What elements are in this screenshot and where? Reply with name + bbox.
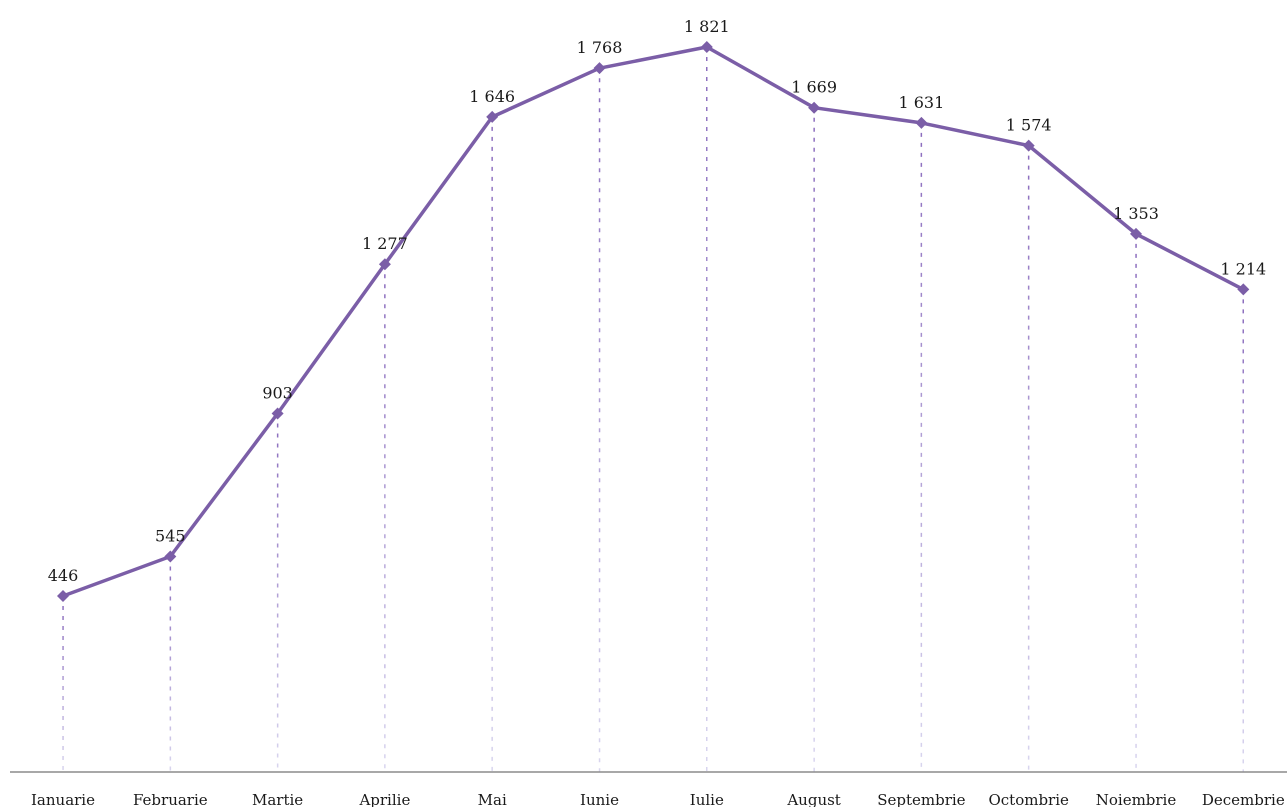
x-tick-label: August <box>786 791 840 807</box>
drop-line <box>1243 289 1245 772</box>
data-point-marker <box>594 62 606 74</box>
data-label: 1 277 <box>362 234 408 253</box>
x-tick-labels: Ianuarie Februarie Martie Aprilie Mai Iunie Iu… <box>31 791 1285 807</box>
x-tick-label: Mai <box>478 791 507 807</box>
x-tick-label: Ianuarie <box>31 791 95 807</box>
series-line <box>63 47 1243 596</box>
x-tick-label: Aprilie <box>358 791 410 807</box>
data-point-marker <box>1237 283 1249 295</box>
data-labels: 446 545 903 1 277 1 646 1 768 1 821 1 669 1 631 1… <box>48 17 1266 585</box>
data-point-marker <box>915 117 927 129</box>
x-tick-label: Septembrie <box>877 791 965 807</box>
data-label: 1 574 <box>1006 116 1052 135</box>
data-label: 1 669 <box>791 78 837 97</box>
data-label: 1 631 <box>898 93 944 112</box>
x-tick-label: Iulie <box>690 791 724 807</box>
data-label: 1 768 <box>577 38 623 57</box>
x-tick-label: Martie <box>252 791 303 807</box>
data-label: 446 <box>48 566 79 585</box>
data-point-marker <box>57 590 69 602</box>
x-tick-label: Iunie <box>580 791 619 807</box>
data-label: 545 <box>155 527 186 546</box>
data-label: 1 646 <box>469 87 515 106</box>
drop-lines <box>62 47 1244 772</box>
x-tick-label: Octombrie <box>988 791 1069 807</box>
x-tick-label: Februarie <box>133 791 208 807</box>
x-tick-label: Noiembrie <box>1096 791 1177 807</box>
data-label: 903 <box>262 384 293 403</box>
x-tick-label: Decembrie <box>1202 791 1285 807</box>
markers <box>57 41 1249 602</box>
drop-line <box>1028 146 1030 772</box>
data-label: 1 214 <box>1220 259 1266 278</box>
data-label: 1 353 <box>1113 204 1159 223</box>
data-label: 1 821 <box>684 17 730 36</box>
